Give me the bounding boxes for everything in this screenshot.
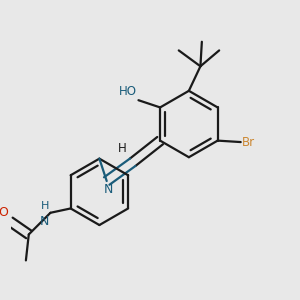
Text: N: N	[103, 183, 113, 196]
Text: Br: Br	[242, 136, 255, 148]
Text: H: H	[40, 201, 49, 211]
Text: N: N	[40, 215, 49, 228]
Text: H: H	[118, 142, 126, 155]
Text: O: O	[0, 206, 9, 219]
Text: HO: HO	[119, 85, 137, 98]
